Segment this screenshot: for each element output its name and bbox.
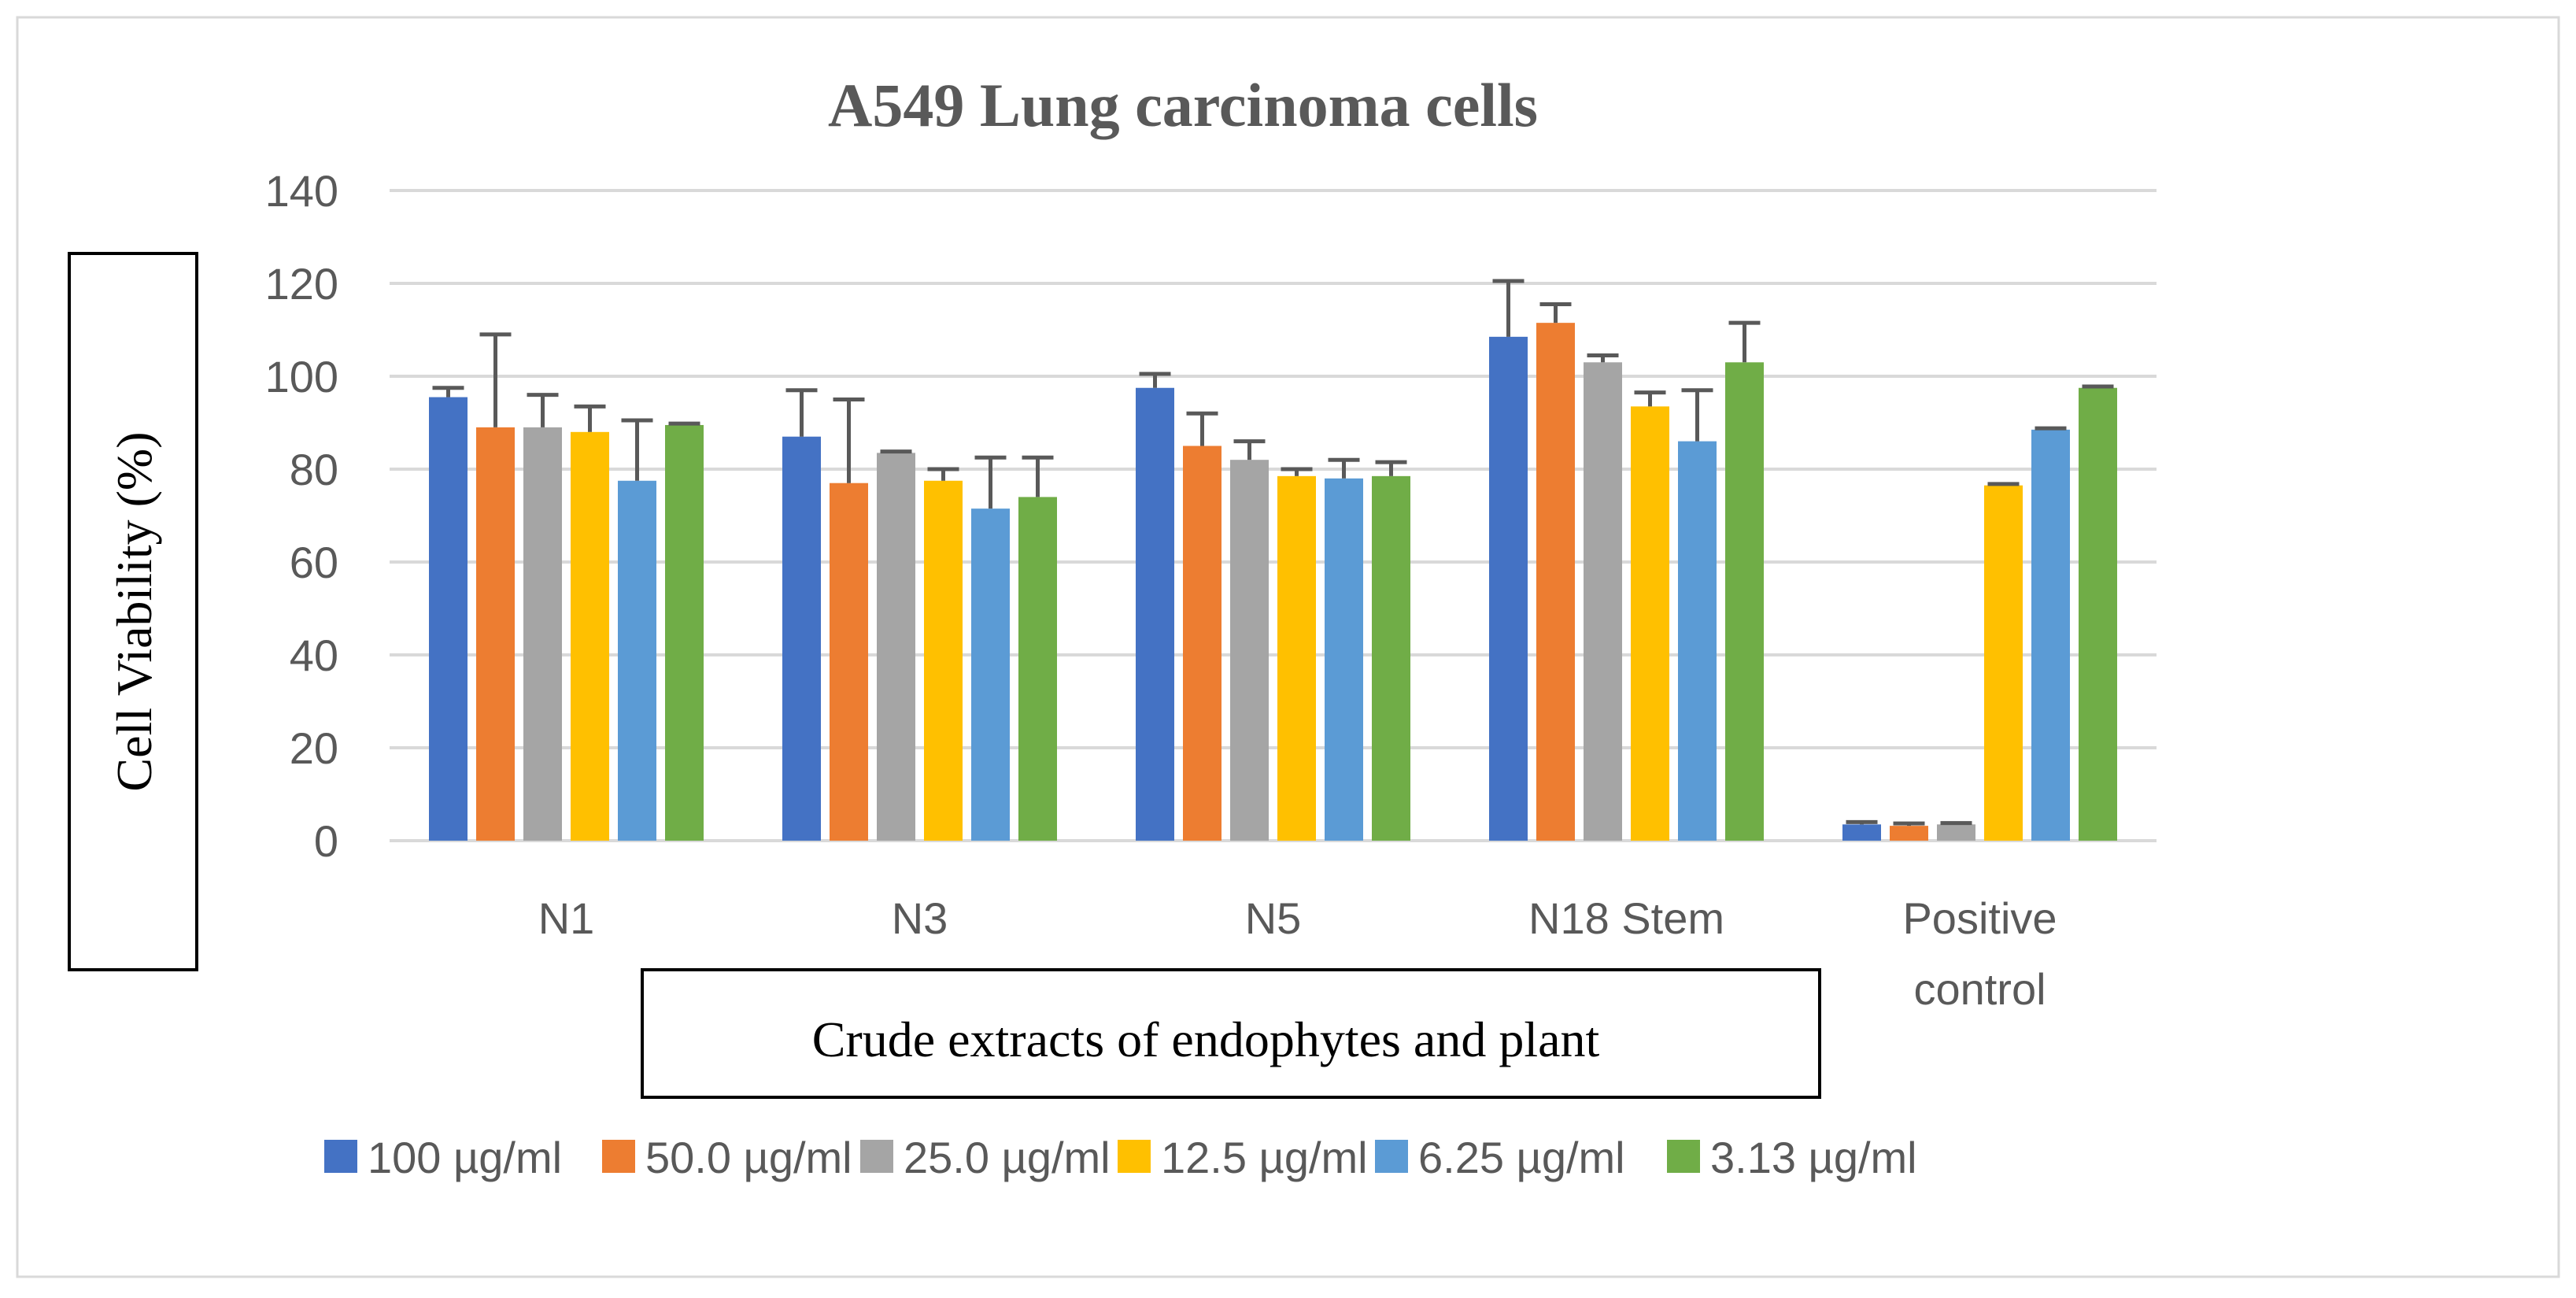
legend-label-5: 3.13 µg/ml: [1710, 1133, 1917, 1182]
chart-title: A549 Lung carcinoma cells: [828, 71, 1538, 139]
bar-n5-0: [1136, 387, 1174, 841]
x-tick-label: N5: [1245, 893, 1302, 943]
bar-positive-control-1: [1890, 826, 1928, 841]
legend: 100 µg/ml 50.0 µg/ml 25.0 µg/ml 12.5 µg/ml 6…: [324, 1133, 1917, 1182]
y-axis-label-box: Cell Viability (%): [68, 252, 198, 971]
y-tick-label: 140: [265, 166, 338, 216]
bar-n3-4: [971, 508, 1010, 841]
bar-n1-4: [618, 480, 656, 841]
bars-layer: [429, 323, 2117, 841]
bar-n3-5: [1018, 497, 1057, 841]
legend-swatch-3: [1118, 1140, 1151, 1173]
y-axis-label: Cell Viability (%): [106, 431, 162, 791]
y-tick-label: 100: [265, 352, 338, 401]
y-axis-label-frame: [68, 252, 198, 971]
bar-positive-control-2: [1937, 824, 1975, 841]
bar-n18-stem-5: [1725, 362, 1764, 841]
y-tick-label: 0: [314, 816, 338, 866]
legend-swatch-4: [1375, 1140, 1408, 1173]
x-tick-label: control: [1913, 964, 2046, 1014]
y-tick-labels: 0 20 40 60 80 100 120 140: [265, 166, 338, 866]
bar-n5-5: [1372, 475, 1410, 841]
bar-positive-control-3: [1984, 485, 2023, 841]
x-tick-label: N3: [892, 893, 948, 943]
bar-n5-2: [1230, 460, 1269, 841]
x-tick-label: Positive: [1902, 893, 2057, 943]
error-bars-layer: [432, 279, 2114, 827]
bar-n18-stem-3: [1631, 406, 1669, 841]
legend-label-1: 50.0 µg/ml: [645, 1133, 852, 1182]
y-tick-label: 80: [290, 445, 338, 494]
legend-label-2: 25.0 µg/ml: [904, 1133, 1111, 1182]
legend-label-4: 6.25 µg/ml: [1418, 1133, 1625, 1182]
bar-n18-stem-0: [1489, 336, 1528, 841]
legend-swatch-2: [860, 1140, 893, 1173]
bar-n18-stem-4: [1678, 441, 1717, 841]
x-tick-label: N1: [538, 893, 595, 943]
bar-n1-2: [523, 427, 562, 841]
bar-n1-3: [571, 431, 609, 841]
y-tick-label: 20: [290, 723, 338, 773]
bar-n3-3: [924, 480, 963, 841]
bar-n18-stem-2: [1584, 362, 1622, 841]
bar-n3-2: [877, 453, 915, 841]
x-axis-label-box: Crude extracts of endophytes and plant: [641, 968, 1821, 1099]
bar-n1-5: [665, 424, 704, 841]
bar-n1-0: [429, 397, 468, 841]
y-tick-label: 60: [290, 538, 338, 587]
legend-swatch-1: [602, 1140, 635, 1173]
x-axis-label-frame: [641, 968, 1821, 1099]
bar-positive-control-4: [2031, 429, 2070, 841]
bar-n3-1: [830, 483, 868, 841]
legend-swatch-5: [1667, 1140, 1700, 1173]
y-tick-label: 40: [290, 631, 338, 680]
legend-swatch-0: [324, 1140, 357, 1173]
bar-n5-3: [1277, 475, 1316, 841]
legend-label-0: 100 µg/ml: [368, 1133, 562, 1182]
bar-n1-1: [476, 427, 515, 841]
bar-n18-stem-1: [1536, 323, 1575, 841]
bar-n5-4: [1325, 478, 1363, 841]
bar-positive-control-0: [1842, 824, 1881, 841]
bar-n3-0: [782, 436, 821, 841]
y-tick-label: 120: [265, 259, 338, 309]
legend-label-3: 12.5 µg/ml: [1161, 1133, 1368, 1182]
x-axis-label: Crude extracts of endophytes and plant: [812, 1011, 1600, 1067]
bar-n5-1: [1183, 446, 1221, 841]
x-tick-labels: N1 N3 N5 N18 Stem Positive control: [538, 893, 2057, 1014]
bar-positive-control-5: [2079, 387, 2117, 841]
x-tick-label: N18 Stem: [1528, 893, 1724, 943]
